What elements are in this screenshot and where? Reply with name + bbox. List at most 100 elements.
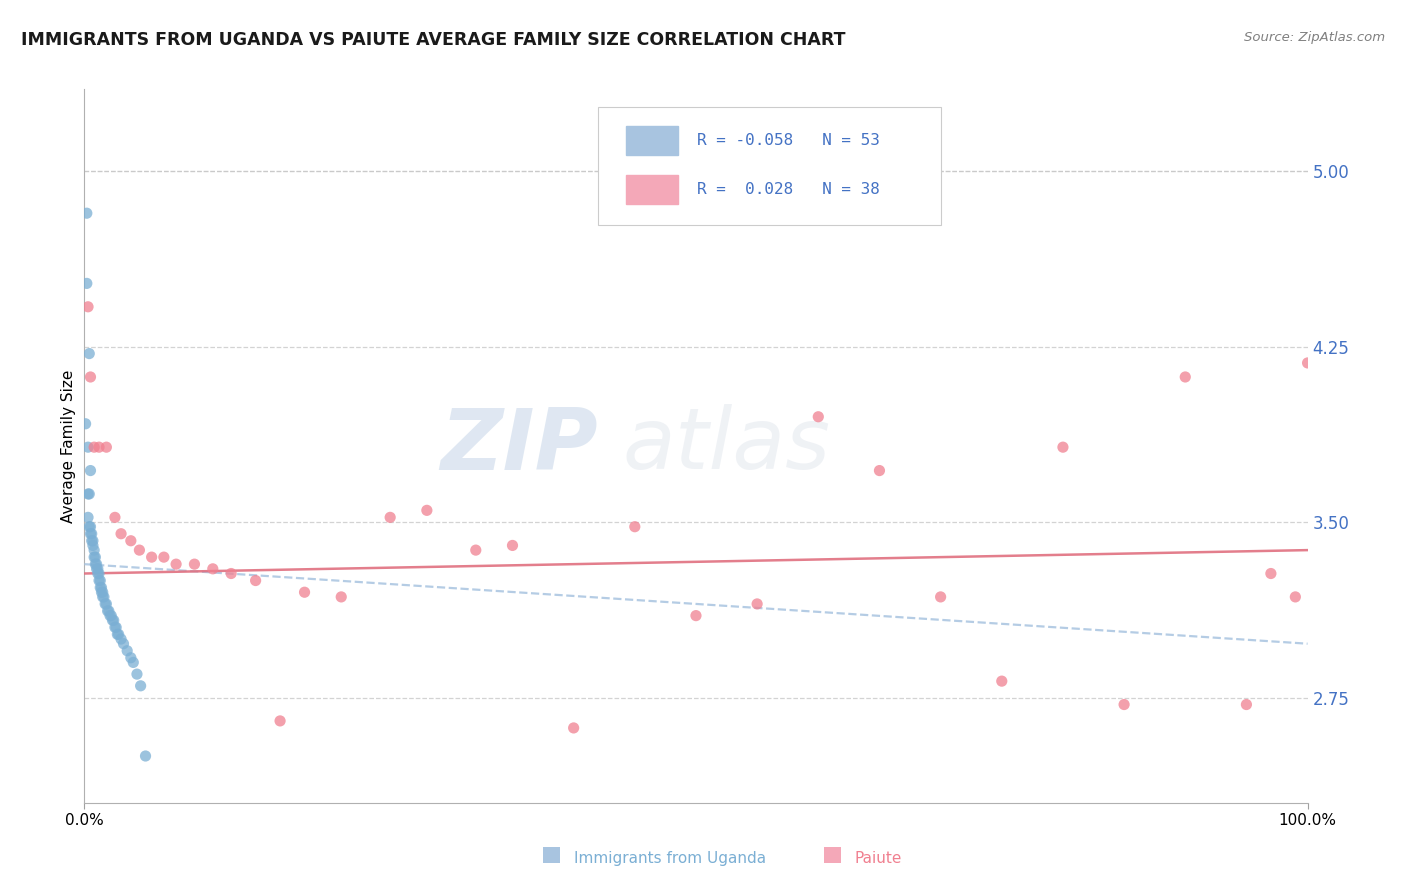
Point [107,627,129,641]
Point [869,464,891,478]
Point [77,440,100,454]
Point [153,550,176,565]
Point [807,409,830,424]
Point [77,487,100,501]
Point [82,538,104,552]
Point [94,597,117,611]
Text: R =  0.028   N = 38: R = 0.028 N = 38 [697,182,880,197]
Point [110,632,132,646]
Point [87,574,110,588]
Point [97,604,120,618]
Point [83,550,105,565]
Point [77,300,100,314]
Point [294,585,316,599]
Point [219,566,242,581]
Point [98,608,121,623]
Point [83,543,105,558]
Point [1174,370,1197,384]
Point [79,464,101,478]
Bar [543,847,560,863]
Point [120,533,142,548]
Point [84,550,107,565]
Point [165,557,187,571]
Point [1296,356,1319,370]
Point [330,590,353,604]
Point [562,721,585,735]
Point [96,597,118,611]
Point [77,487,100,501]
Point [129,679,152,693]
Text: atlas: atlas [623,404,831,488]
Point [97,604,120,618]
Point [75,417,97,431]
Point [86,557,108,571]
Point [380,510,402,524]
Point [141,550,163,565]
Point [79,370,101,384]
Point [87,440,110,454]
Point [87,566,110,581]
Point [100,608,122,623]
Point [183,557,205,571]
Point [90,585,112,599]
Point [101,613,124,627]
Text: Immigrants from Uganda: Immigrants from Uganda [574,851,766,865]
Point [89,581,111,595]
Point [77,519,100,533]
Point [416,503,439,517]
Point [624,519,647,533]
Point [79,526,101,541]
Point [464,543,486,558]
Point [103,613,125,627]
Point [110,526,132,541]
Point [83,440,105,454]
Point [93,590,115,604]
Point [91,585,114,599]
Point [115,644,138,658]
Point [76,206,98,220]
Y-axis label: Average Family Size: Average Family Size [60,369,76,523]
Point [120,650,142,665]
Point [122,656,145,670]
Text: IMMIGRANTS FROM UGANDA VS PAIUTE AVERAGE FAMILY SIZE CORRELATION CHART: IMMIGRANTS FROM UGANDA VS PAIUTE AVERAGE… [21,31,845,49]
Point [1284,590,1306,604]
Point [77,510,100,524]
Point [685,608,707,623]
Point [105,620,128,634]
Point [991,674,1014,689]
Point [91,590,114,604]
Point [89,574,111,588]
Point [84,557,107,571]
FancyBboxPatch shape [598,107,941,225]
Point [90,581,112,595]
Point [201,562,224,576]
Point [135,749,157,764]
Point [1236,698,1258,712]
Point [1114,698,1136,712]
Point [1052,440,1074,454]
Point [87,566,110,581]
FancyBboxPatch shape [626,127,678,155]
Text: Paiute: Paiute [855,851,903,865]
Point [128,543,150,558]
Text: R = -0.058   N = 53: R = -0.058 N = 53 [697,133,880,148]
Bar [824,847,841,863]
Point [105,627,128,641]
Point [76,277,98,291]
Point [104,510,127,524]
Point [1260,566,1282,581]
Point [104,620,127,634]
Point [929,590,952,604]
Point [747,597,769,611]
Point [80,533,103,548]
Point [502,538,524,552]
Point [86,562,108,576]
Point [79,519,101,533]
Text: Source: ZipAtlas.com: Source: ZipAtlas.com [1244,31,1385,45]
FancyBboxPatch shape [626,175,678,203]
Text: ZIP: ZIP [440,404,598,488]
Point [87,562,110,576]
Point [96,440,118,454]
Point [269,714,291,728]
Point [125,667,148,681]
